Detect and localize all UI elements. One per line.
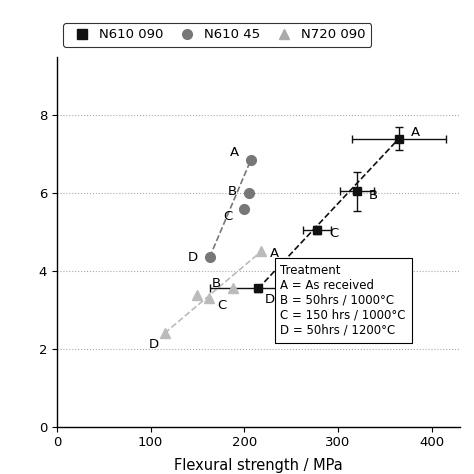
Text: D: D — [264, 293, 274, 306]
Legend: N610 090, N610 45, N720 090: N610 090, N610 45, N720 090 — [64, 23, 371, 46]
Text: C: C — [329, 228, 339, 240]
Text: A: A — [270, 247, 279, 260]
Text: D: D — [188, 251, 198, 264]
Text: A: A — [229, 146, 238, 159]
Text: C: C — [223, 210, 232, 223]
Text: B: B — [369, 189, 378, 201]
Text: A: A — [411, 126, 420, 139]
Text: B: B — [211, 277, 221, 290]
Text: D: D — [148, 337, 158, 351]
Text: Treatment
A = As received
B = 50hrs / 1000°C
C = 150 hrs / 1000°C
D = 50hrs / 12: Treatment A = As received B = 50hrs / 10… — [281, 264, 406, 337]
Text: C: C — [217, 300, 227, 312]
Text: B: B — [228, 185, 237, 198]
X-axis label: Flexural strength / MPa: Flexural strength / MPa — [174, 458, 343, 473]
